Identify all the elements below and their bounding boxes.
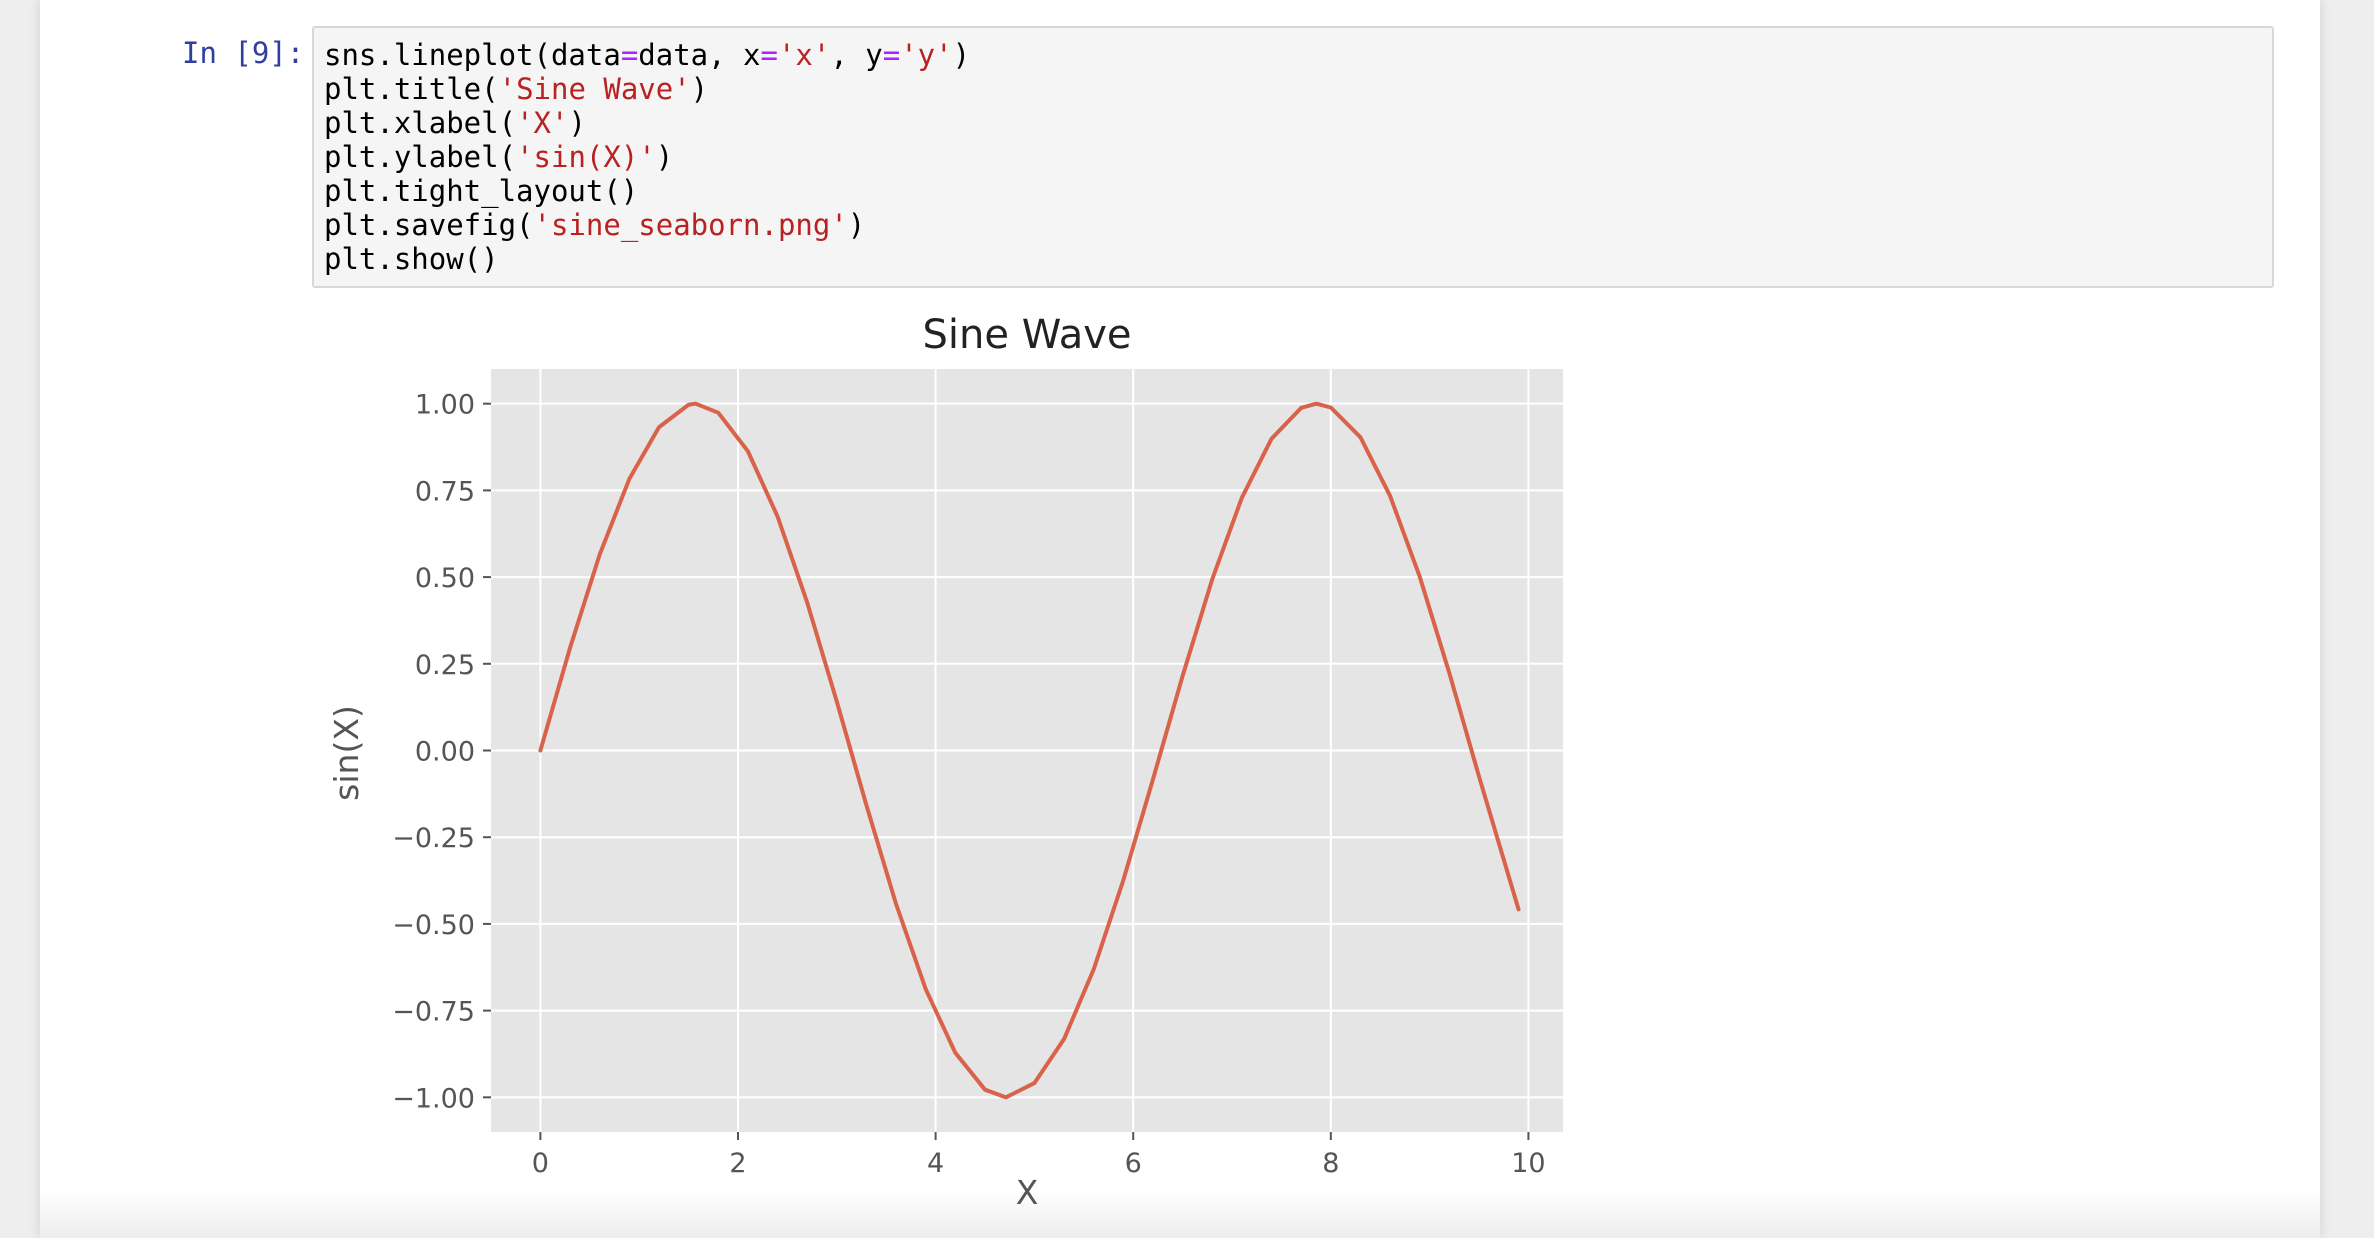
code-token: plt.show() xyxy=(324,242,499,276)
code-token: ) xyxy=(690,72,709,106)
code-token: ) xyxy=(847,208,866,242)
code-line: plt.ylabel('sin(X)') xyxy=(324,140,970,174)
cell-prompt: In [9]: xyxy=(182,36,305,70)
grid-lines xyxy=(491,369,1563,1132)
x-tick-label: 6 xyxy=(1125,1148,1142,1179)
code-line: plt.tight_layout() xyxy=(324,174,970,208)
code-token: 'Sine Wave' xyxy=(498,72,691,106)
code-token: 'x' xyxy=(777,38,831,72)
panel-bottom-shadow xyxy=(40,1190,2320,1238)
code-cell-input[interactable]: sns.lineplot(data=data, x='x', y='y') plt… xyxy=(312,26,2274,288)
y-tick-label: −1.00 xyxy=(392,1083,475,1114)
series-line xyxy=(538,401,1521,1100)
y-tick-label: 0.25 xyxy=(415,650,475,681)
x-tick-label: 10 xyxy=(1511,1148,1545,1179)
x-axis-label: X xyxy=(1016,1173,1039,1212)
code-token: = xyxy=(760,38,778,72)
code-token: ) xyxy=(568,106,586,140)
code-token: sns.lineplot(data xyxy=(324,38,621,72)
output-plot: 0 2 4 6 8 10 1.00 0.75 0.50 0.25 0.00 −0.25 −0.50 −0.… xyxy=(327,312,1563,1212)
y-tick-label: 0.50 xyxy=(415,563,475,594)
code-token: ) xyxy=(952,38,971,72)
code-token: 'sin(X)' xyxy=(516,140,656,174)
series-layer xyxy=(538,401,1521,1100)
code-token: plt.ylabel( xyxy=(324,140,517,174)
code-line: plt.savefig('sine_seaborn.png') xyxy=(324,208,970,242)
code-token: plt.title( xyxy=(324,72,499,106)
code-token: data, x xyxy=(638,38,761,72)
code-token: , y xyxy=(830,38,883,72)
code-token: 'y' xyxy=(900,38,953,72)
code-token: 'sine_seaborn.png' xyxy=(533,208,848,242)
code-token: ) xyxy=(655,140,674,174)
y-tick-label: 1.00 xyxy=(415,390,475,421)
y-tick-label: 0.00 xyxy=(415,737,475,768)
code-editor[interactable]: sns.lineplot(data=data, x='x', y='y') plt… xyxy=(324,38,970,276)
x-tick-label: 4 xyxy=(927,1148,944,1179)
code-token: plt.savefig( xyxy=(324,208,534,242)
y-tick-label: −0.50 xyxy=(392,910,475,941)
code-token: plt.xlabel( xyxy=(324,106,517,140)
axis-ticks: 0 2 4 6 8 10 1.00 0.75 0.50 0.25 0.00 −0.25 −0.50 −0.… xyxy=(392,390,1545,1179)
code-token: = xyxy=(620,38,639,72)
y-tick-label: −0.75 xyxy=(392,997,475,1028)
x-tick-label: 8 xyxy=(1322,1148,1339,1179)
code-token: plt.tight_layout() xyxy=(324,174,639,208)
code-line: plt.xlabel('X') xyxy=(324,106,970,140)
x-tick-label: 0 xyxy=(532,1148,549,1179)
code-line: plt.title('Sine Wave') xyxy=(324,72,970,106)
code-line: plt.show() xyxy=(324,242,970,276)
y-tick-label: −0.25 xyxy=(392,823,475,854)
code-line: sns.lineplot(data=data, x='x', y='y') xyxy=(324,38,970,72)
code-token: 'X' xyxy=(516,106,569,140)
x-tick-label: 2 xyxy=(729,1148,746,1179)
y-tick-label: 0.75 xyxy=(415,476,475,507)
code-token: = xyxy=(882,38,901,72)
chart-title: Sine Wave xyxy=(923,312,1132,358)
y-axis-label: sin(X) xyxy=(327,705,366,801)
